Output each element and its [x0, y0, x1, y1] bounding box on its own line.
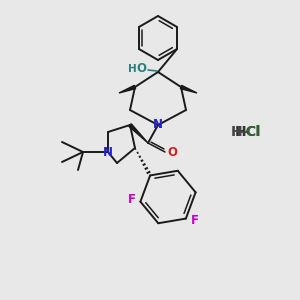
Text: H: H	[231, 125, 243, 139]
Text: H: H	[128, 64, 136, 74]
Polygon shape	[119, 85, 136, 93]
Text: O: O	[136, 62, 146, 76]
Text: N: N	[153, 118, 163, 131]
Polygon shape	[129, 124, 148, 143]
Text: F: F	[128, 193, 135, 206]
Text: HCl: HCl	[235, 125, 261, 139]
Text: O: O	[167, 146, 177, 158]
Text: Cl: Cl	[246, 125, 260, 139]
Text: N: N	[103, 146, 113, 158]
Text: F: F	[191, 214, 199, 227]
Polygon shape	[180, 85, 197, 93]
